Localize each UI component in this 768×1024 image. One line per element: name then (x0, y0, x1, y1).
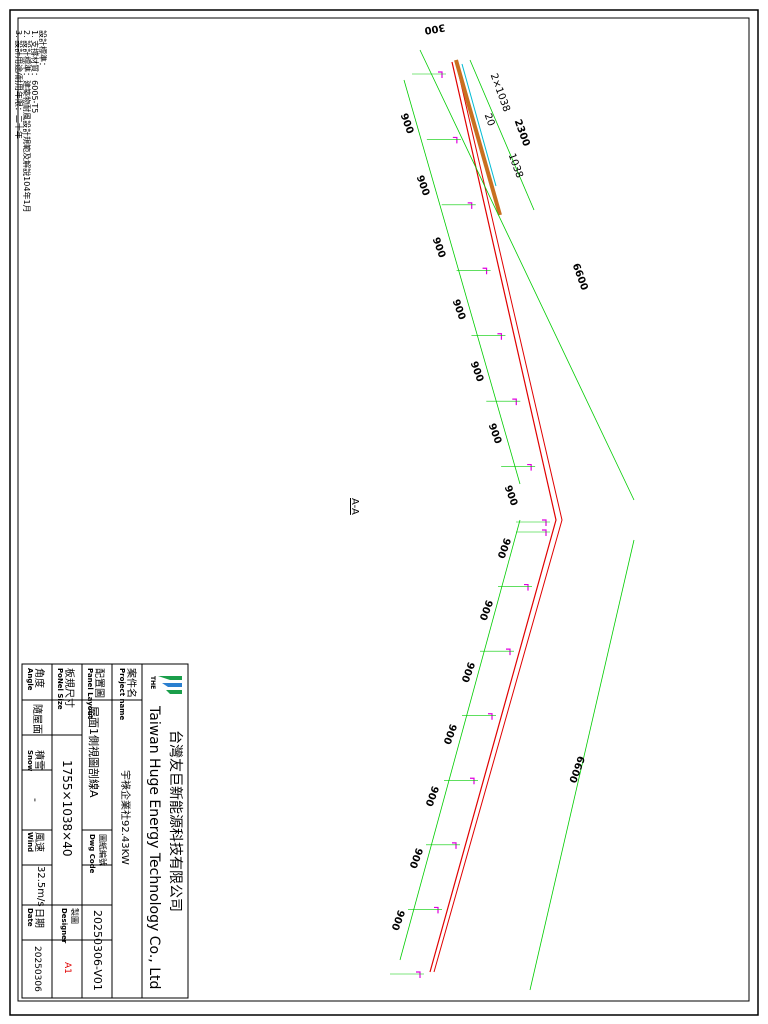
layout-value: 屋面1側視圖剖線A (87, 706, 100, 798)
angle-label-en: Angle (26, 668, 34, 691)
designer-label-en: Designer (60, 908, 68, 944)
dwg-label-en: Dwg Code (88, 834, 96, 874)
date-label-en: Date (26, 908, 34, 927)
outer-border (9, 9, 759, 1016)
solar-panel-surface (461, 63, 497, 187)
layout-label-cn: 配置圖 (93, 668, 104, 698)
date-value: 20250306 (32, 946, 42, 992)
designer-value: A1 (62, 962, 72, 974)
size-label-cn: 板規尺寸 (63, 668, 74, 708)
roof-section-drawing (390, 49, 635, 991)
dwg-label-cn: 圖紙編號 (98, 834, 107, 866)
mount-bracket (416, 971, 421, 978)
mount-bracket (542, 519, 547, 526)
mount-bracket (488, 713, 493, 720)
roof-rail-inner (433, 61, 563, 973)
mount-bracket (497, 333, 503, 340)
mount-bracket (438, 71, 443, 78)
dim-line-upper (419, 49, 635, 501)
size-value: 1755×1038×40 (60, 760, 74, 857)
company-name-en: Taiwan Huge Energy Technology Co., Ltd (146, 706, 162, 990)
mount-bracket (482, 267, 488, 275)
roof-rail-outer (429, 61, 557, 973)
mount-bracket (452, 842, 457, 849)
title-block (21, 663, 189, 999)
angle-value: 隨屋面 (31, 704, 42, 734)
solar-panel (454, 59, 502, 216)
mount-bracket (452, 136, 458, 144)
dim-chain-upper (403, 79, 521, 485)
mount-bracket (542, 529, 547, 536)
dwg-value: 20250306-V01 (91, 910, 104, 991)
section-label: A-A (349, 498, 360, 515)
wind-label-en: Wind (26, 832, 34, 853)
snow-label-cn: 積雪 (33, 750, 44, 770)
mount-bracket (506, 648, 511, 656)
mount-bracket (467, 202, 473, 209)
wind-value: 32.5m/s (35, 866, 46, 907)
angle-label-cn: 角度 (33, 668, 44, 688)
mount-bracket (512, 398, 517, 406)
project-label-cn: 案件名 (125, 668, 136, 698)
inner-border (17, 17, 750, 1002)
date-label-cn: 日期 (33, 908, 44, 928)
size-label-en: PoNel Size (56, 668, 64, 710)
mount-bracket (470, 777, 475, 785)
snow-label-en: Snow (26, 750, 34, 772)
dim-chain-lower (399, 519, 521, 961)
snow-value: - (29, 798, 42, 802)
project-label-en: Project name (118, 668, 126, 721)
notes-line-3: 3. 設計用途/耐用年限：二十年 (14, 30, 23, 139)
dim-panel (469, 59, 535, 211)
dim-line-lower (529, 539, 635, 991)
mount-bracket (434, 906, 439, 914)
logo-text: THE (149, 676, 156, 690)
mount-bracket (524, 583, 529, 591)
project-value: 宇祿企業社92.43KW (119, 770, 130, 865)
mount-bracket (527, 463, 532, 471)
wind-label-cn: 風速 (33, 832, 44, 852)
company-logo (156, 672, 184, 698)
designer-label-cn: 製圖 (70, 908, 79, 924)
company-name-cn: 台灣友巨新能源科技有限公司 (167, 730, 183, 912)
